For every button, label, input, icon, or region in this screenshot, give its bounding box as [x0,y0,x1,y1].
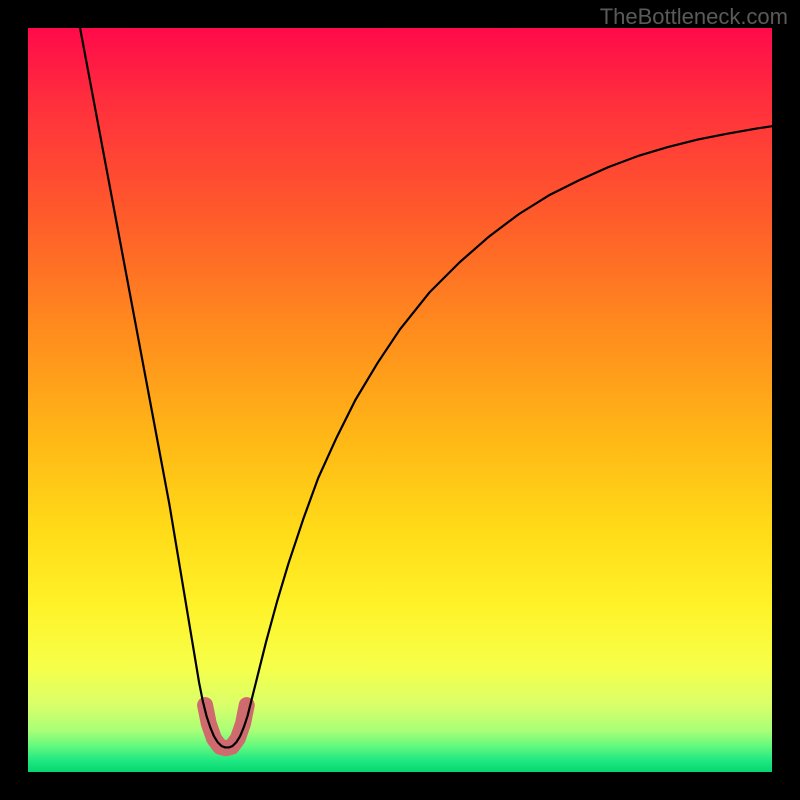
bottleneck-chart-svg [0,0,800,800]
plot-background [28,28,772,772]
chart-stage: TheBottleneck.com [0,0,800,800]
